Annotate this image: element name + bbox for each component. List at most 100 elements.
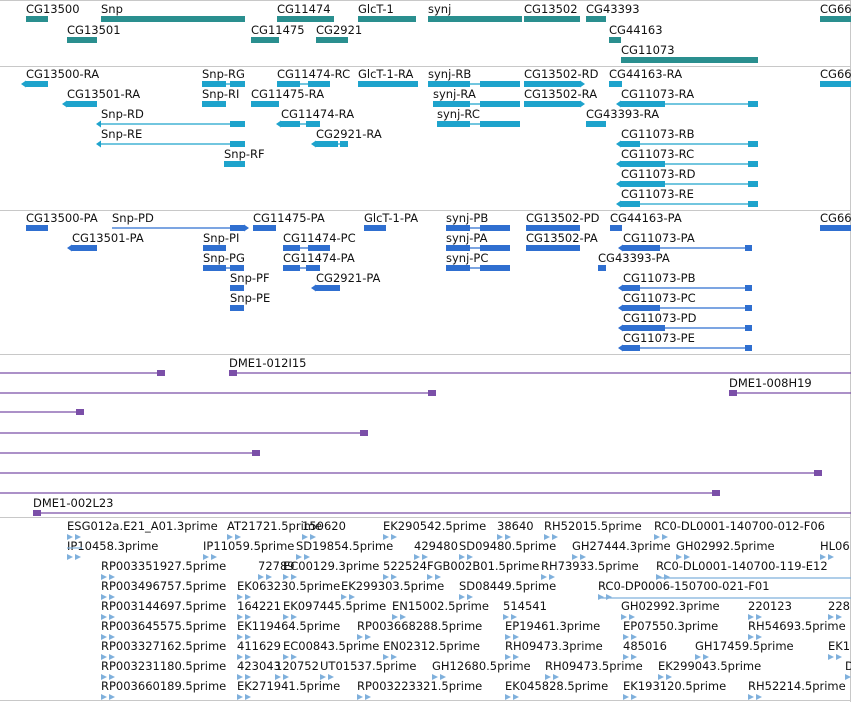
est-feature-ek271941-5prime[interactable]: EK271941.5prime <box>237 679 340 700</box>
gene-feature-cg44163[interactable]: CG44163 <box>609 23 663 43</box>
transcript-feature-cg11474-ra[interactable]: CG11474-RA <box>276 107 354 128</box>
protein-feature-snp-pg[interactable]: Snp-PG <box>203 251 245 271</box>
gene-feature-cg13502[interactable]: CG13502 <box>524 2 580 22</box>
est-feature-hl06[interactable]: HL06 <box>820 539 850 560</box>
protein-feature-synj-pb[interactable]: synj-PB <box>446 211 510 231</box>
transcript-feature-cg11073-rd[interactable]: CG11073-RD <box>616 167 758 188</box>
transcript-feature-synj-ra[interactable]: synj-RA <box>433 87 520 107</box>
clone-feature-dme1-002l23[interactable]: DME1-002L23 <box>33 496 851 516</box>
est-feature-rh52015-5prime[interactable]: RH52015.5prime <box>544 519 642 540</box>
transcript-feature-cg11474-rc[interactable]: CG11474-RC <box>277 67 350 87</box>
est-feature-514541[interactable]: 514541 <box>503 599 547 620</box>
est-feature-rh52214-5prime[interactable]: RH52214.5prime <box>748 679 846 700</box>
clone-feature-dme1-012i15[interactable]: DME1-012I15 <box>229 356 851 376</box>
est-feature-gh27444-3prime[interactable]: GH27444.3prime <box>572 539 671 560</box>
est-feature-rh09473-5prime[interactable]: RH09473.5prime <box>545 659 643 680</box>
transcript-feature-cg43393-ra[interactable]: CG43393-RA <box>586 107 659 127</box>
protein-feature-cg43393-pa[interactable]: CG43393-PA <box>598 251 670 271</box>
protein-feature-cg2921-pa[interactable]: CG2921-PA <box>311 271 381 292</box>
protein-feature-glct-1-pa[interactable]: GlcT-1-PA <box>364 211 418 231</box>
transcript-feature-cg66[interactable]: CG66 <box>820 67 851 87</box>
est-feature-429480[interactable]: 429480 <box>414 539 458 560</box>
transcript-feature-snp-re[interactable]: Snp-RE <box>96 127 245 148</box>
protein-feature-cg13502-pa[interactable]: CG13502-PA <box>526 231 598 251</box>
est-feature-gh12680-5prime[interactable]: GH12680.5prime <box>432 659 531 680</box>
est-feature-220123[interactable]: 220123 <box>748 599 792 620</box>
est-feature-rp003645575-5prime[interactable]: RP003645575.5prime <box>101 619 226 640</box>
transcript-feature-snp-ri[interactable]: Snp-RI <box>202 87 239 107</box>
est-feature-gh02992-5prime[interactable]: GH02992.5prime <box>676 539 775 560</box>
transcript-feature-cg13501-ra[interactable]: CG13501-RA <box>62 87 140 108</box>
protein-feature-cg11474-pa[interactable]: CG11474-PA <box>283 251 355 271</box>
est-feature-rh73933-5prime[interactable]: RH73933.5prime <box>541 559 639 580</box>
transcript-feature-snp-rg[interactable]: Snp-RG <box>202 67 245 87</box>
est-feature-rc0-dp0006-150700-021-f01[interactable]: RC0-DP0006-150700-021-F01 <box>598 579 770 600</box>
transcript-feature-cg11073-rc[interactable]: CG11073-RC <box>616 147 758 168</box>
est-feature-rc0-dl0001-140700-012-f06[interactable]: RC0-DL0001-140700-012-F06 <box>654 519 825 540</box>
protein-feature-cg13500-pa[interactable]: CG13500-PA <box>26 211 98 231</box>
gene-feature-cg66[interactable]: CG66 <box>820 2 851 22</box>
est-feature-rp003144697-5prime[interactable]: RP003144697.5prime <box>101 599 226 620</box>
transcript-feature-cg13502-rd[interactable]: CG13502-RD <box>524 67 599 88</box>
protein-feature-cg11073-pb[interactable]: CG11073-PB <box>618 271 752 292</box>
est-feature-en02312-5prime[interactable]: EN02312.5prime <box>383 639 480 660</box>
est-feature-120752[interactable]: 120752 <box>275 659 319 680</box>
est-feature-en15002-5prime[interactable]: EN15002.5prime <box>392 599 489 620</box>
protein-feature-cg44163-pa[interactable]: CG44163-PA <box>610 211 682 231</box>
est-feature-rh54693-5prime[interactable]: RH54693.5prime <box>748 619 846 640</box>
est-feature-rp003223321-5prime[interactable]: RP003223321.5prime <box>357 679 482 700</box>
est-feature-ec00843-5prime[interactable]: EC00843.5prime <box>283 639 379 660</box>
clone-feature-dme1-008h19[interactable]: DME1-008H19 <box>729 376 851 396</box>
protein-feature-cg11475-pa[interactable]: CG11475-PA <box>253 211 325 231</box>
est-feature-rc0-dl0001-140700-119-e12[interactable]: RC0-DL0001-140700-119-E12 <box>656 559 828 580</box>
est-feature-ek193120-5prime[interactable]: EK193120.5prime <box>623 679 726 700</box>
transcript-feature-cg44163-ra[interactable]: CG44163-RA <box>609 67 682 87</box>
clone-feature[interactable] <box>0 390 436 396</box>
transcript-feature-synj-rc[interactable]: synj-RC <box>437 107 520 127</box>
transcript-feature-snp-rd[interactable]: Snp-RD <box>96 107 245 128</box>
est-feature-72789[interactable]: 72789 <box>258 559 295 580</box>
protein-feature-snp-pf[interactable]: Snp-PF <box>230 271 270 291</box>
est-feature-rp003231180-5prime[interactable]: RP003231180.5prime <box>101 659 226 680</box>
est-feature-423043[interactable]: 423043 <box>237 659 281 680</box>
est-feature-485016[interactable]: 485016 <box>623 639 667 660</box>
est-feature-sd19854-5prime[interactable]: SD19854.5prime <box>296 539 393 560</box>
est-feature-ip10458-3prime[interactable]: IP10458.3prime <box>67 539 158 560</box>
gene-feature-synj[interactable]: synj <box>428 2 522 22</box>
transcript-feature-cg13500-ra[interactable]: CG13500-RA <box>21 67 99 88</box>
est-feature-gh02992-3prime[interactable]: GH02992.3prime <box>621 599 720 620</box>
transcript-feature-synj-rb[interactable]: synj-RB <box>428 67 520 87</box>
protein-feature-cg11073-pc[interactable]: CG11073-PC <box>618 291 752 312</box>
protein-feature-cg11073-pa[interactable]: CG11073-PA <box>618 231 752 252</box>
transcript-feature-cg11073-ra[interactable]: CG11073-RA <box>616 87 758 108</box>
est-feature-rp003668288-5prime[interactable]: RP003668288.5prime <box>357 619 482 640</box>
transcript-feature-cg11073-rb[interactable]: CG11073-RB <box>616 127 758 148</box>
gene-feature-cg13500[interactable]: CG13500 <box>26 2 80 22</box>
clone-feature[interactable] <box>0 450 260 456</box>
est-feature-rp003327162-5prime[interactable]: RP003327162.5prime <box>101 639 226 660</box>
transcript-feature-glct-1-ra[interactable]: GlcT-1-RA <box>358 67 418 87</box>
gene-feature-cg11475[interactable]: CG11475 <box>251 23 305 43</box>
est-feature-228[interactable]: 228 <box>828 599 850 620</box>
protein-feature-snp-pd[interactable]: Snp-PD <box>112 211 249 232</box>
est-feature-ep19461-3prime[interactable]: EP19461.3prime <box>505 619 600 640</box>
protein-feature-synj-pc[interactable]: synj-PC <box>446 251 510 271</box>
protein-feature-snp-pe[interactable]: Snp-PE <box>230 291 270 311</box>
gene-feature-glct-1[interactable]: GlcT-1 <box>358 2 416 22</box>
est-feature-ek290542-5prime[interactable]: EK290542.5prime <box>383 519 486 540</box>
protein-feature-snp-pi[interactable]: Snp-PI <box>203 231 239 251</box>
est-feature-411629[interactable]: 411629 <box>237 639 281 660</box>
est-feature-rp003660189-5prime[interactable]: RP003660189.5prime <box>101 679 226 700</box>
est-feature-d[interactable]: D <box>845 659 851 680</box>
est-feature-fgb002b01-5prime[interactable]: FGB002B01.5prime <box>427 559 539 580</box>
gene-feature-cg13501[interactable]: CG13501 <box>67 23 121 43</box>
transcript-feature-cg11475-ra[interactable]: CG11475-RA <box>251 87 324 107</box>
est-feature-38640[interactable]: 38640 <box>497 519 534 540</box>
est-feature-164221[interactable]: 164221 <box>237 599 281 620</box>
est-feature-ek097445-5prime[interactable]: EK097445.5prime <box>283 599 386 620</box>
gene-feature-cg11474[interactable]: CG11474 <box>277 2 334 22</box>
clone-feature[interactable] <box>0 409 84 415</box>
transcript-feature-cg13502-ra[interactable]: CG13502-RA <box>524 87 597 108</box>
transcript-feature-snp-rf[interactable]: Snp-RF <box>224 147 265 167</box>
gene-feature-snp[interactable]: Snp <box>101 2 245 22</box>
